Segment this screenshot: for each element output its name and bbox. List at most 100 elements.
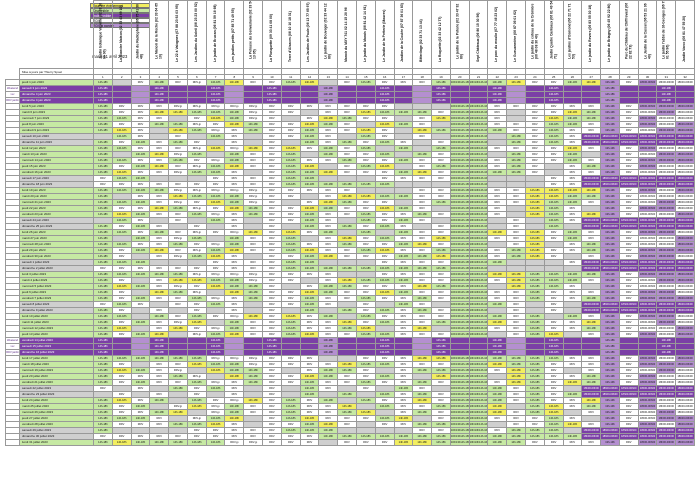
slot-cell[interactable]: 18h00-00h00 bbox=[618, 181, 639, 188]
slot-cell[interactable]: 18h00-00h00 bbox=[656, 109, 677, 116]
slot-cell[interactable]: 10h/13h14h-16h bbox=[468, 415, 489, 422]
slot-cell[interactable]: 18h00-00h00 bbox=[656, 241, 677, 248]
slot-cell[interactable]: 10h/13h14h-16h bbox=[468, 247, 489, 254]
slot-cell[interactable]: 10h/13h14h-16h bbox=[449, 121, 470, 128]
slot-cell[interactable]: 10h/13h14h-16h bbox=[468, 163, 489, 170]
slot-cell[interactable]: 18h00-00h00 bbox=[656, 193, 677, 200]
slot-cell[interactable]: 10h/13h14h-16h bbox=[449, 229, 470, 236]
slot-cell[interactable]: 18h00-00h00 bbox=[656, 319, 677, 326]
slot-cell[interactable]: 18h00-00h00 bbox=[675, 139, 695, 146]
slot-cell[interactable]: 18h00-00h00 bbox=[675, 391, 695, 398]
slot-cell[interactable]: 18h00-00h00 bbox=[656, 307, 677, 314]
slot-cell[interactable]: 18h00-00h00 bbox=[637, 415, 658, 422]
slot-cell[interactable]: 10h/13h14h-16h bbox=[449, 181, 470, 188]
slot-cell[interactable]: 10h/13h14h-16h bbox=[468, 223, 489, 230]
slot-cell[interactable]: 18h00-00h00 bbox=[656, 277, 677, 284]
slot-cell[interactable]: 18h00-00h00 bbox=[637, 133, 658, 140]
slot-cell[interactable]: 18h00-00h00 bbox=[675, 121, 695, 128]
slot-cell[interactable]: 10h/13h14h-16h bbox=[468, 253, 489, 260]
slot-cell[interactable]: 14h-18h bbox=[393, 439, 414, 446]
slot-cell[interactable]: 18h00-00h00 bbox=[637, 229, 658, 236]
slot-cell[interactable]: 18h00-00h00 bbox=[656, 247, 677, 254]
slot-cell[interactable]: 10h/13h14h-16h bbox=[449, 205, 470, 212]
slot-cell[interactable]: 18h00-00h00 bbox=[675, 253, 695, 260]
slot-cell[interactable]: 10h/13h14h-16h bbox=[449, 145, 470, 152]
slot-cell[interactable]: 18h00-00h00 bbox=[637, 163, 658, 170]
slot-cell[interactable]: 18h00-00h00 bbox=[600, 433, 620, 440]
slot-cell[interactable]: RDV-jp bbox=[224, 439, 245, 446]
slot-cell[interactable]: 18h00-00h00 bbox=[637, 427, 658, 434]
slot-cell[interactable]: 18h00-00h00 bbox=[675, 235, 695, 242]
slot-cell[interactable]: 18h00-00h00 bbox=[675, 319, 695, 326]
slot-cell[interactable]: 18h00-00h00 bbox=[675, 103, 695, 110]
slot-cell[interactable]: 10h/13h14h-16h bbox=[468, 259, 489, 266]
slot-cell[interactable]: 18h00-00h00 bbox=[618, 301, 639, 308]
slot-cell[interactable]: 10h/13h14h-16h bbox=[449, 439, 470, 446]
slot-cell[interactable]: 18h00-00h00 bbox=[581, 259, 602, 266]
slot-cell[interactable]: 18h00-00h00 bbox=[600, 175, 620, 182]
slot-cell[interactable]: 18h00-00h00 bbox=[675, 127, 695, 134]
slot-cell[interactable]: 18h00-00h00 bbox=[618, 307, 639, 314]
slot-cell[interactable]: 14h-18h bbox=[412, 439, 433, 446]
slot-cell[interactable]: 18h00-00h00 bbox=[656, 139, 677, 146]
slot-cell[interactable]: 10h/13h14h-16h bbox=[449, 211, 470, 218]
slot-cell[interactable]: 18h00-00h00 bbox=[600, 139, 620, 146]
slot-cell[interactable]: 18h00-00h00 bbox=[637, 379, 658, 386]
slot-cell[interactable]: RDV bbox=[262, 439, 282, 446]
slot-cell[interactable]: 10h/13h14h-16h bbox=[449, 139, 470, 146]
slot-cell[interactable]: RDV bbox=[374, 439, 395, 446]
slot-cell[interactable]: 18h00-00h00 bbox=[656, 115, 677, 122]
slot-cell[interactable]: 18h00-00h00 bbox=[637, 223, 658, 230]
slot-cell[interactable]: 18h00-00h00 bbox=[675, 265, 695, 272]
slot-cell[interactable]: 10h/13h14h-16h bbox=[468, 103, 489, 110]
slot-cell[interactable]: RDV bbox=[581, 439, 602, 446]
slot-cell[interactable]: 18h00-00h00 bbox=[656, 187, 677, 194]
slot-cell[interactable]: 18h00-00h00 bbox=[581, 181, 602, 188]
slot-cell[interactable]: 10h/13h14h-16h bbox=[468, 139, 489, 146]
slot-cell[interactable]: 10h/13h14h-16h bbox=[468, 169, 489, 176]
slot-cell[interactable]: 18h00-00h00 bbox=[618, 427, 639, 434]
slot-cell[interactable]: 18h00-00h00 bbox=[656, 289, 677, 296]
slot-cell[interactable]: 18h00-00h00 bbox=[637, 409, 658, 416]
slot-cell[interactable]: 18h00-00h00 bbox=[637, 205, 658, 212]
slot-cell[interactable]: 10h/13h14h-16h bbox=[449, 133, 470, 140]
slot-cell[interactable]: 18h00-00h00 bbox=[675, 367, 695, 374]
slot-cell[interactable]: 18h00-00h00 bbox=[656, 175, 677, 182]
slot-cell[interactable]: 18h00-00h00 bbox=[656, 427, 677, 434]
slot-cell[interactable]: 10h/13h14h-16h bbox=[468, 181, 489, 188]
slot-cell[interactable]: 18h00-00h00 bbox=[637, 385, 658, 392]
slot-cell[interactable]: 18h00-00h00 bbox=[600, 301, 620, 308]
slot-cell[interactable]: 18h00-00h00 bbox=[656, 271, 677, 278]
slot-cell[interactable]: 14h-18h bbox=[168, 439, 188, 446]
slot-cell[interactable]: 18h00-00h00 bbox=[675, 313, 695, 320]
slot-cell[interactable]: 18h00-00h00 bbox=[656, 157, 677, 164]
slot-cell[interactable]: 18h00-00h00 bbox=[675, 229, 695, 236]
slot-cell[interactable]: 18h00-00h00 bbox=[656, 145, 677, 152]
slot-cell[interactable]: 10h/13h14h-16h bbox=[468, 193, 489, 200]
slot-cell[interactable]: 18h00-00h00 bbox=[637, 373, 658, 380]
slot-cell[interactable]: 10h/13h14h-16h bbox=[449, 295, 470, 302]
slot-cell[interactable]: 18h00-00h00 bbox=[656, 283, 677, 290]
slot-cell[interactable]: 10h/13h14h-16h bbox=[468, 283, 489, 290]
slot-cell[interactable]: RDV bbox=[299, 439, 320, 446]
slot-cell[interactable]: 18h00-00h00 bbox=[600, 181, 620, 188]
slot-cell[interactable]: 18h00-00h00 bbox=[637, 259, 658, 266]
slot-cell[interactable]: 10h/13h14h-16h bbox=[449, 325, 470, 332]
slot-cell[interactable]: 10h/13h14h-16h bbox=[468, 325, 489, 332]
slot-cell[interactable]: 10h/13h14h-16h bbox=[468, 277, 489, 284]
slot-cell[interactable]: 10h/13h14h-16h bbox=[468, 319, 489, 326]
slot-cell[interactable]: 10h/13h14h-16h bbox=[449, 115, 470, 122]
slot-cell[interactable]: 10h/13h14h-16h bbox=[468, 199, 489, 206]
slot-cell[interactable]: 18h00-00h00 bbox=[656, 133, 677, 140]
slot-cell[interactable]: 10h/13h14h-16h bbox=[449, 397, 470, 404]
slot-cell[interactable]: 10h/13h14h-16h bbox=[449, 319, 470, 326]
slot-cell[interactable]: 18h00-00h00 bbox=[656, 385, 677, 392]
slot-cell[interactable]: 10h/13h14h-16h bbox=[468, 295, 489, 302]
slot-cell[interactable]: 18h00-00h00 bbox=[675, 277, 695, 284]
slot-cell[interactable]: 10h/13h14h-16h bbox=[449, 283, 470, 290]
slot-cell[interactable]: 18h00-00h00 bbox=[675, 415, 695, 422]
slot-cell[interactable]: 18h00-00h00 bbox=[656, 301, 677, 308]
slot-cell[interactable]: 18h00-00h00 bbox=[637, 199, 658, 206]
slot-cell[interactable]: 18h00-00h00 bbox=[637, 391, 658, 398]
slot-cell[interactable]: 18h00-00h00 bbox=[675, 223, 695, 230]
